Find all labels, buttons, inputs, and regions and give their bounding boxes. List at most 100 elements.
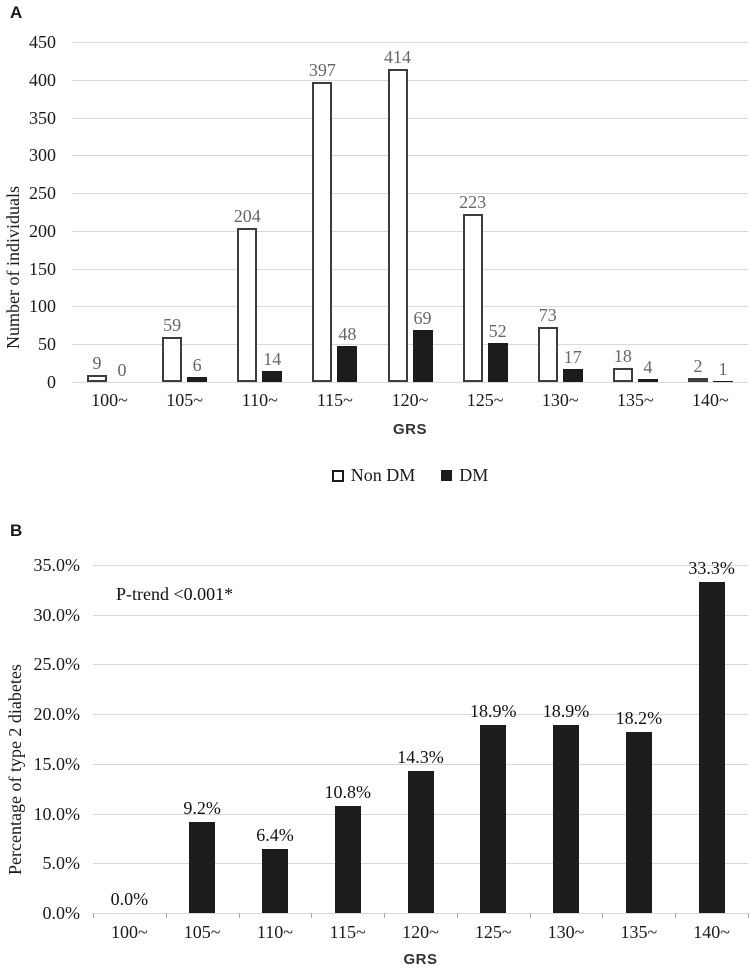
- y-axis-tick-label: 100: [29, 296, 56, 317]
- y-axis-tick-label: 250: [29, 183, 56, 204]
- y-axis-tick-label: 350: [29, 107, 56, 128]
- bar-non-dm: [387, 69, 408, 382]
- gridline: [93, 714, 748, 716]
- value-label-percentage: 33.3%: [688, 557, 735, 578]
- value-label-percentage: 0.0%: [110, 889, 149, 909]
- value-label-dm: 17: [563, 347, 582, 368]
- value-label-percentage: 6.4%: [256, 825, 294, 846]
- y-axis-tick-label: 25.0%: [33, 654, 81, 675]
- x-axis-tick-mark: [238, 913, 240, 918]
- x-axis-category-label: 120~: [391, 390, 429, 410]
- gridline: [93, 763, 748, 765]
- x-axis-category-label: 135~: [616, 390, 654, 410]
- x-axis-tick-mark: [529, 913, 531, 918]
- value-label-non-dm: 204: [233, 205, 261, 226]
- value-label-percentage: 9.2%: [183, 797, 221, 818]
- panel-b-letter: B: [10, 521, 23, 540]
- bar-dm: [637, 378, 658, 382]
- bar-dm: [262, 371, 283, 382]
- non-dm-swatch-icon: [331, 469, 344, 482]
- bar-dm: [487, 342, 508, 382]
- gridline: [72, 117, 748, 119]
- legend-label-non-dm: Non DM: [350, 465, 416, 485]
- bar-percentage: [407, 770, 434, 913]
- bar-non-dm: [312, 82, 333, 382]
- value-label-percentage: 18.2%: [615, 708, 663, 729]
- bar-percentage: [625, 732, 652, 913]
- value-label-dm: 1: [718, 358, 728, 379]
- x-axis-category-label: 140~: [692, 390, 729, 410]
- x-axis-category-label: 125~: [466, 390, 504, 410]
- y-axis-tick-label: 400: [29, 69, 56, 90]
- gridline: [72, 382, 748, 383]
- bar-dm: [412, 329, 433, 382]
- y-axis-tick-label: 30.0%: [33, 604, 81, 625]
- gridline: [72, 42, 748, 43]
- x-axis-category-label: 125~: [474, 922, 512, 942]
- y-axis-tick-label: 150: [29, 258, 56, 279]
- gridline: [72, 344, 748, 346]
- value-label-dm: 69: [413, 307, 432, 328]
- gridline: [72, 155, 748, 157]
- panel-a-x-axis-title: GRS: [392, 421, 427, 438]
- value-label-non-dm: 223: [459, 191, 487, 212]
- x-axis-tick-mark: [311, 913, 313, 918]
- value-label-percentage: 18.9%: [542, 701, 590, 722]
- value-label-non-dm: 73: [538, 304, 557, 325]
- x-axis-category-label: 100~: [111, 922, 148, 942]
- x-axis-category-label: 110~: [241, 390, 278, 410]
- bar-percentage: [698, 581, 725, 913]
- gridline: [93, 614, 748, 616]
- y-axis-tick-label: 200: [29, 220, 56, 241]
- bar-non-dm: [462, 213, 483, 382]
- x-axis-category-label: 130~: [541, 390, 579, 410]
- x-axis-category-label: 105~: [183, 922, 221, 942]
- x-axis-category-label: 130~: [547, 922, 585, 942]
- x-axis-category-label: 105~: [166, 390, 204, 410]
- x-axis-tick-mark: [602, 913, 604, 918]
- gridline: [72, 306, 748, 308]
- y-axis-tick-label: 10.0%: [33, 803, 81, 824]
- bar-percentage: [189, 821, 216, 913]
- value-label-dm: 6: [192, 355, 202, 376]
- y-axis-tick-label: 5.0%: [42, 853, 81, 874]
- y-axis-tick-label: 35.0%: [33, 555, 81, 575]
- gridline: [72, 268, 748, 270]
- y-axis-tick-label: 450: [29, 32, 56, 52]
- value-label-dm: 0: [117, 360, 127, 380]
- value-label-dm: 4: [643, 356, 653, 377]
- value-label-dm: 48: [338, 323, 357, 344]
- value-label-non-dm: 59: [163, 315, 182, 336]
- value-label-percentage: 10.8%: [324, 781, 371, 802]
- y-axis-tick-label: 15.0%: [33, 753, 81, 774]
- value-label-non-dm: 414: [384, 47, 411, 68]
- gridline: [72, 230, 748, 232]
- x-axis-tick-mark: [675, 913, 677, 918]
- y-axis-tick-label: 50: [38, 334, 56, 355]
- bar-non-dm: [687, 378, 708, 382]
- legend-item-dm: DM: [441, 465, 488, 486]
- legend-label-dm: DM: [459, 465, 489, 485]
- gridline: [72, 193, 748, 195]
- x-axis-category-label: 115~: [329, 922, 366, 942]
- bar-dm: [712, 380, 733, 382]
- x-axis-tick-mark: [748, 913, 749, 918]
- x-axis-category-label: 135~: [620, 922, 658, 942]
- bar-non-dm: [537, 326, 558, 382]
- p-trend-annotation: P-trend <0.001*: [116, 584, 234, 604]
- bar-percentage: [480, 725, 507, 913]
- bar-non-dm: [162, 337, 183, 382]
- value-label-percentage: 18.9%: [470, 701, 517, 722]
- x-axis-category-label: 120~: [402, 922, 439, 942]
- y-axis-tick-label: 0.0%: [42, 903, 81, 923]
- panel-b-x-axis-title: GRS: [403, 951, 438, 968]
- bar-dm: [337, 345, 358, 382]
- x-axis-tick-mark: [384, 913, 386, 918]
- bar-percentage: [553, 725, 580, 913]
- value-label-non-dm: 397: [308, 60, 336, 81]
- value-label-non-dm: 18: [613, 346, 632, 367]
- x-axis-tick-mark: [93, 913, 94, 918]
- bar-non-dm: [237, 227, 258, 382]
- panel-a-letter: A: [10, 3, 23, 22]
